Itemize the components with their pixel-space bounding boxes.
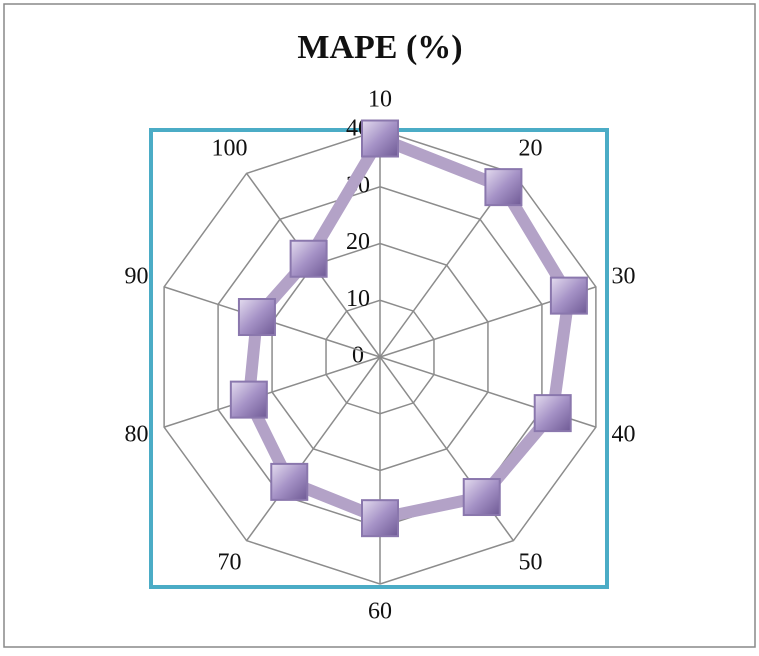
category-label: 60 (368, 599, 392, 625)
spoke (163, 356, 381, 428)
category-label: 100 (212, 135, 248, 161)
marker (229, 380, 268, 419)
marker (484, 168, 523, 207)
spoke (245, 356, 381, 542)
category-label: 80 (125, 422, 149, 448)
category-label: 70 (218, 550, 242, 576)
category-label: 10 (368, 87, 392, 113)
marker (289, 239, 328, 278)
marker (533, 394, 572, 433)
marker (361, 499, 399, 538)
marker (270, 462, 309, 501)
r-tick-label: 20 (346, 229, 370, 255)
marker (361, 119, 399, 158)
category-label: 50 (518, 550, 542, 576)
marker (549, 276, 588, 315)
category-label: 20 (518, 135, 542, 161)
category-label: 90 (125, 263, 149, 289)
marker (462, 478, 501, 517)
r-tick-label: 10 (346, 286, 370, 312)
category-label: 40 (611, 422, 635, 448)
marker (237, 298, 276, 337)
chart-title: MAPE (%) (297, 29, 462, 66)
category-label: 30 (611, 263, 635, 289)
